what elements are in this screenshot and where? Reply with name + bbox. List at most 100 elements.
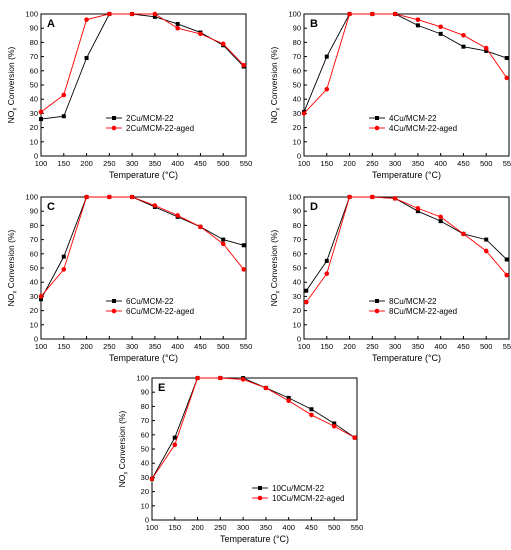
- x-tick-label: 550: [503, 342, 511, 351]
- data-point-circle: [309, 412, 314, 418]
- y-tick-label: 80: [293, 38, 301, 47]
- y-tick-label: 100: [136, 374, 149, 383]
- y-tick-label: 70: [30, 52, 38, 61]
- x-tick-label: 350: [149, 159, 162, 168]
- legend-marker-circle: [111, 125, 117, 131]
- data-point-circle: [461, 33, 466, 38]
- y-tick-label: 50: [293, 81, 301, 90]
- x-tick-label: 550: [240, 159, 253, 168]
- legend-label: 2Cu/MCM-22-aged: [126, 124, 194, 133]
- legend-marker-square: [258, 486, 262, 490]
- x-tick-label: 500: [217, 159, 230, 168]
- x-axis-label: Temperature (°C): [372, 353, 441, 363]
- x-tick-label: 550: [351, 523, 364, 532]
- x-tick-label: 350: [412, 159, 425, 168]
- y-tick-label: 100: [25, 10, 38, 19]
- data-point-circle: [175, 213, 180, 218]
- legend-label: 6Cu/MCM-22-aged: [126, 307, 194, 316]
- data-point-square: [61, 114, 66, 119]
- x-tick-label: 200: [343, 159, 356, 168]
- y-tick-label: 0: [145, 516, 149, 525]
- y-tick-label: 10: [141, 501, 149, 510]
- chart-panel-c: 100 150 200 250 300 350 400 450 500 550 0 10 20 30 40 5…: [6, 193, 252, 364]
- y-tick-label: 20: [141, 487, 149, 496]
- y-tick-label: 0: [34, 335, 38, 344]
- data-point-circle: [107, 11, 112, 17]
- y-tick-label: 90: [293, 24, 301, 33]
- series-line-2: [40, 196, 245, 297]
- y-tick-label: 80: [30, 221, 38, 230]
- y-tick-label: 30: [293, 109, 301, 118]
- data-point-circle: [352, 435, 358, 440]
- plot-frame: [40, 13, 247, 157]
- legend-marker-circle: [374, 125, 380, 131]
- data-point-square: [415, 209, 420, 214]
- y-axis-label-rest: Conversion (%): [269, 46, 279, 107]
- x-tick-label: 200: [80, 159, 93, 168]
- x-tick-label: 200: [80, 342, 93, 351]
- x-axis-label: Temperature (°C): [372, 170, 441, 180]
- data-point-circle: [107, 194, 112, 200]
- x-tick-label: 450: [194, 159, 207, 168]
- data-point-circle: [504, 75, 510, 81]
- panel-label: D: [310, 201, 318, 213]
- y-tick-label: 0: [34, 152, 38, 161]
- x-tick-label: 150: [321, 342, 334, 351]
- x-tick-label: 450: [457, 159, 470, 168]
- data-point-circle: [220, 241, 226, 247]
- data-point-circle: [198, 31, 203, 37]
- x-tick-label: 300: [237, 523, 250, 532]
- data-point-circle: [303, 299, 309, 305]
- data-point-circle: [152, 203, 158, 208]
- legend-marker-circle: [111, 308, 117, 314]
- y-axis-label-rest: Conversion (%): [6, 229, 16, 290]
- x-tick-label: 150: [169, 523, 182, 532]
- data-point-circle: [438, 24, 443, 30]
- x-tick-label: 250: [103, 342, 116, 351]
- y-tick-label: 0: [297, 152, 301, 161]
- data-point-square: [484, 48, 489, 53]
- panel-label: C: [47, 201, 55, 213]
- y-tick-label: 40: [30, 95, 38, 104]
- x-tick-label: 350: [149, 342, 162, 351]
- y-axis-label-main: NO: [6, 110, 16, 123]
- data-point-circle: [152, 11, 158, 17]
- y-axis-label: NOx Conversion (%): [6, 229, 19, 306]
- x-tick-label: 150: [58, 342, 71, 351]
- x-tick-label: 400: [171, 342, 184, 351]
- data-point-square: [221, 237, 226, 242]
- y-tick-label: 70: [293, 235, 301, 244]
- data-point-circle: [301, 111, 307, 116]
- data-point-square: [241, 243, 246, 248]
- y-tick-label: 40: [30, 278, 38, 287]
- data-point-circle: [504, 272, 510, 278]
- x-tick-label: 200: [191, 523, 204, 532]
- y-axis-label-subscript: x: [276, 291, 282, 294]
- y-tick-label: 40: [293, 95, 301, 104]
- x-tick-label: 400: [171, 159, 184, 168]
- y-axis-label: NOx Conversion (%): [117, 410, 130, 487]
- data-point-square: [175, 21, 180, 26]
- data-point-square: [152, 14, 157, 19]
- data-point-circle: [483, 248, 489, 254]
- y-axis-label-subscript: x: [13, 108, 19, 111]
- data-point-square: [39, 117, 43, 122]
- data-point-circle: [195, 375, 200, 381]
- panel-label: E: [158, 382, 165, 394]
- y-tick-label: 90: [141, 388, 149, 397]
- legend-label: 4Cu/MCM-22-aged: [389, 124, 457, 133]
- y-tick-label: 100: [25, 193, 38, 202]
- data-point-circle: [38, 294, 44, 299]
- y-tick-label: 10: [293, 320, 301, 329]
- series-line-1: [303, 13, 507, 113]
- data-point-square: [286, 395, 291, 400]
- data-point-circle: [84, 17, 89, 22]
- chart-panel-d: 100 150 200 250 300 350 400 450 500 550 0 10 20 30 40 5…: [269, 193, 511, 364]
- data-point-circle: [172, 442, 178, 448]
- y-tick-label: 40: [293, 278, 301, 287]
- series-line-2: [305, 196, 508, 303]
- x-tick-label: 500: [217, 342, 230, 351]
- data-point-circle: [241, 267, 247, 272]
- y-axis-label-main: NO: [117, 474, 127, 487]
